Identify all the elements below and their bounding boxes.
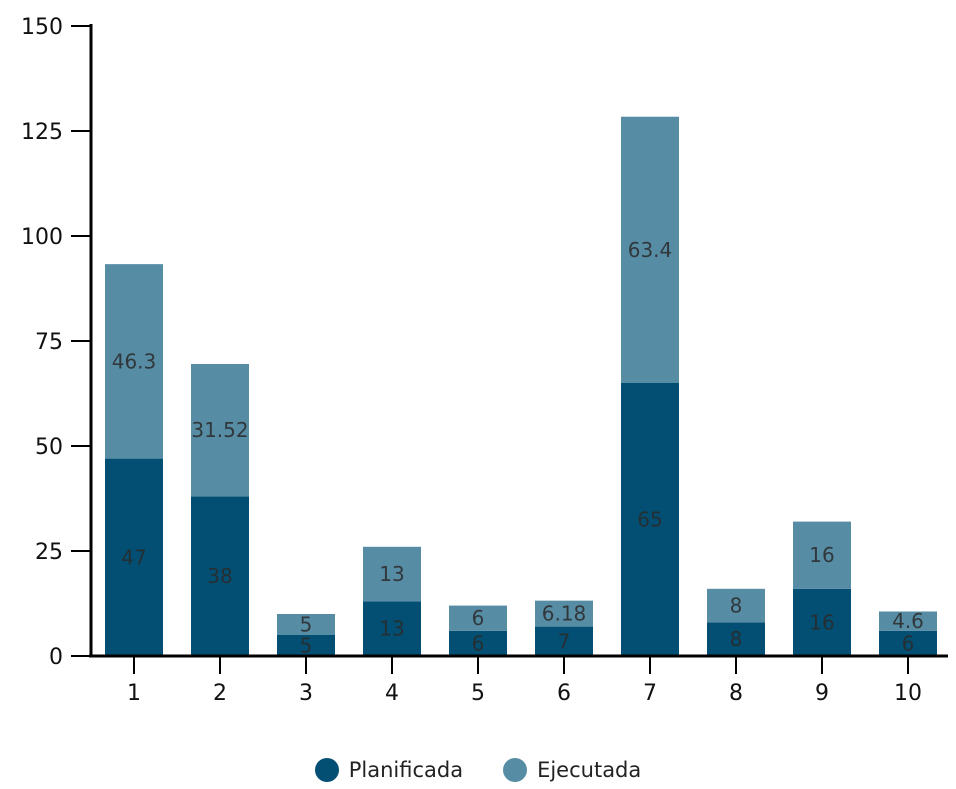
- bar-label-planificada-5: 6: [472, 631, 485, 655]
- x-tick-label: 8: [729, 681, 743, 706]
- bar-ejecutada-2: [191, 364, 249, 497]
- bar-label-ejecutada-6: 6.18: [542, 602, 587, 626]
- bar-planificada-5: [449, 630, 507, 656]
- y-tick-label: 150: [21, 15, 63, 40]
- bar-planificada-6: [535, 626, 593, 656]
- bar-planificada-9: [793, 588, 851, 656]
- y-tick-label: 100: [21, 225, 63, 250]
- legend-label-planificada: Planificada: [348, 758, 464, 782]
- bar-planificada-10: [879, 630, 937, 656]
- y-tick-label: 0: [49, 645, 63, 670]
- x-tick-label: 3: [299, 681, 313, 706]
- bar-label-planificada-3: 5: [300, 634, 313, 658]
- bar-ejecutada-7: [621, 116, 679, 383]
- y-tick-label: 25: [35, 540, 63, 565]
- bars-group: [105, 116, 937, 656]
- legend: Planificada Ejecutada: [0, 758, 956, 782]
- bar-planificada-1: [105, 458, 163, 656]
- legend-item-ejecutada: Ejecutada: [503, 758, 641, 782]
- bar-ejecutada-4: [363, 546, 421, 602]
- y-tick-label: 75: [35, 330, 63, 355]
- bar-label-ejecutada-3: 5: [300, 613, 313, 637]
- bar-label-ejecutada-9: 16: [809, 543, 834, 567]
- bar-planificada-3: [277, 635, 335, 656]
- bar-label-ejecutada-1: 46.3: [112, 349, 157, 373]
- y-tick-label: 125: [21, 120, 63, 145]
- x-tick-label: 1: [127, 681, 141, 706]
- legend-swatch-ejecutada: [503, 758, 528, 782]
- bar-label-planificada-9: 16: [809, 610, 834, 634]
- bar-ejecutada-1: [105, 264, 163, 459]
- bar-label-ejecutada-7: 63.4: [628, 238, 673, 262]
- bar-label-planificada-8: 8: [730, 627, 743, 651]
- bar-ejecutada-6: [535, 600, 593, 627]
- bar-label-ejecutada-5: 6: [472, 606, 485, 630]
- legend-swatch-planificada: [314, 758, 339, 782]
- bar-label-ejecutada-8: 8: [730, 594, 743, 618]
- bar-planificada-4: [363, 601, 421, 656]
- bar-label-planificada-1: 47: [121, 545, 146, 569]
- bar-ejecutada-3: [277, 614, 335, 635]
- x-tick-label: 7: [643, 681, 657, 706]
- bar-label-planificada-4: 13: [379, 617, 404, 641]
- legend-item-planificada: Planificada: [314, 758, 464, 782]
- x-tick-label: 2: [213, 681, 227, 706]
- bar-planificada-7: [621, 383, 679, 656]
- bar-label-planificada-6: 7: [558, 629, 571, 653]
- bar-planificada-8: [707, 622, 765, 656]
- bar-planificada-2: [191, 496, 249, 656]
- x-tick-label: 9: [815, 681, 829, 706]
- bar-label-planificada-2: 38: [207, 564, 232, 588]
- bar-ejecutada-8: [707, 588, 765, 623]
- bar-label-planificada-10: 6: [902, 631, 915, 655]
- bar-ejecutada-5: [449, 605, 507, 631]
- bar-label-ejecutada-2: 31.52: [191, 418, 248, 442]
- x-tick-label: 4: [385, 681, 399, 706]
- x-tick-label: 6: [557, 681, 571, 706]
- bar-ejecutada-10: [879, 611, 937, 631]
- y-tick-label: 50: [35, 435, 63, 460]
- bar-label-planificada-7: 65: [637, 508, 662, 532]
- x-tick-label: 5: [471, 681, 485, 706]
- legend-label-ejecutada: Ejecutada: [537, 758, 642, 782]
- bar-ejecutada-9: [793, 521, 851, 589]
- bar-label-ejecutada-10: 4.6: [892, 609, 924, 633]
- bar-label-ejecutada-4: 13: [379, 562, 404, 586]
- x-tick-label: 10: [894, 681, 922, 706]
